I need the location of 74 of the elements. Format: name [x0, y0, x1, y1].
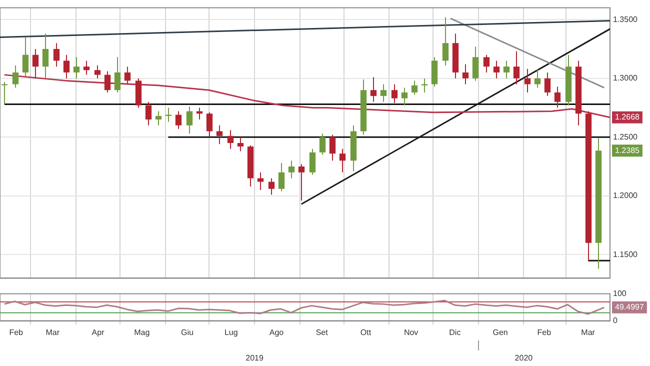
candlestick — [309, 148, 316, 176]
candlestick — [483, 54, 490, 73]
x-tick-label: Ago — [269, 328, 284, 337]
candlestick — [53, 42, 60, 68]
candlestick — [155, 110, 162, 126]
x-tick-label: Nov — [404, 328, 418, 337]
x2-tick-label: 2019 — [246, 353, 264, 362]
candlestick — [63, 54, 70, 79]
candlestick — [442, 16, 449, 66]
candlestick — [391, 84, 398, 104]
x-tick-label: Lug — [224, 328, 238, 337]
candlestick — [104, 70, 111, 93]
candlestick — [421, 78, 428, 93]
candlestick — [503, 60, 510, 79]
candlestick — [493, 60, 500, 79]
candlestick — [401, 87, 408, 106]
data-label: 49.4997 — [615, 302, 644, 312]
candlestick — [329, 134, 336, 162]
candlestick — [462, 64, 469, 85]
candlestick — [380, 84, 387, 102]
x-tick-label: Mar — [581, 328, 596, 337]
y-tick-label: 100 — [613, 289, 627, 298]
candlestick — [319, 133, 326, 156]
candlestick — [554, 86, 561, 108]
y-tick-label: 1.2500 — [613, 132, 638, 142]
candlestick — [339, 148, 346, 173]
candlestick — [534, 68, 541, 88]
candlestick — [227, 130, 234, 150]
y-tick-label: 1.3000 — [613, 74, 638, 83]
candlestick — [513, 50, 520, 85]
candlestick — [175, 110, 182, 130]
candlestick — [145, 101, 152, 126]
candlestick — [114, 56, 121, 93]
candlestick — [206, 112, 213, 138]
y-tick-label: 0 — [613, 316, 618, 326]
candlestick — [288, 160, 295, 179]
candlestick — [278, 162, 285, 192]
text: 1.2385 — [615, 146, 640, 155]
candlestick — [73, 56, 80, 79]
candlestick — [22, 36, 29, 76]
candlestick — [370, 76, 377, 102]
candlestick — [32, 48, 39, 79]
candlestick — [411, 80, 418, 96]
y-tick-label: 1.1500 — [613, 250, 638, 259]
y-tick-label: 1.2000 — [613, 191, 638, 200]
candlestick — [268, 178, 275, 196]
x-tick-label: Set — [316, 328, 329, 337]
x-tick-label: Gen — [492, 328, 508, 337]
y-tick-label: 1.3500 — [613, 14, 638, 24]
candlestick — [83, 60, 90, 76]
x-tick-label: Mag — [134, 328, 150, 337]
candlestick — [298, 164, 305, 202]
candlestick — [544, 72, 551, 96]
candlestick — [94, 64, 101, 79]
candlestick — [12, 64, 19, 88]
x-tick-label: Ott — [360, 328, 372, 337]
x2-tick-label: 2020 — [514, 353, 534, 362]
x-tick-label: Mar — [46, 328, 60, 337]
candlestick — [431, 56, 438, 88]
candlestick — [237, 136, 244, 152]
candlestick — [257, 172, 264, 191]
candlestick — [216, 124, 223, 145]
x-tick-label: Feb — [9, 328, 24, 337]
x-tick-label: Feb — [537, 328, 552, 337]
candlestick — [472, 46, 479, 82]
x-tick-label: Apr — [92, 328, 105, 337]
candlestick — [42, 33, 49, 79]
candlestick — [186, 106, 193, 134]
x-tick-label: Dic — [449, 328, 461, 337]
candlestick — [524, 68, 531, 93]
candlestick — [1, 81, 8, 105]
data-label: 1.2668 — [615, 112, 640, 122]
x-tick-label: Giu — [181, 328, 194, 337]
candlestick — [124, 66, 131, 85]
